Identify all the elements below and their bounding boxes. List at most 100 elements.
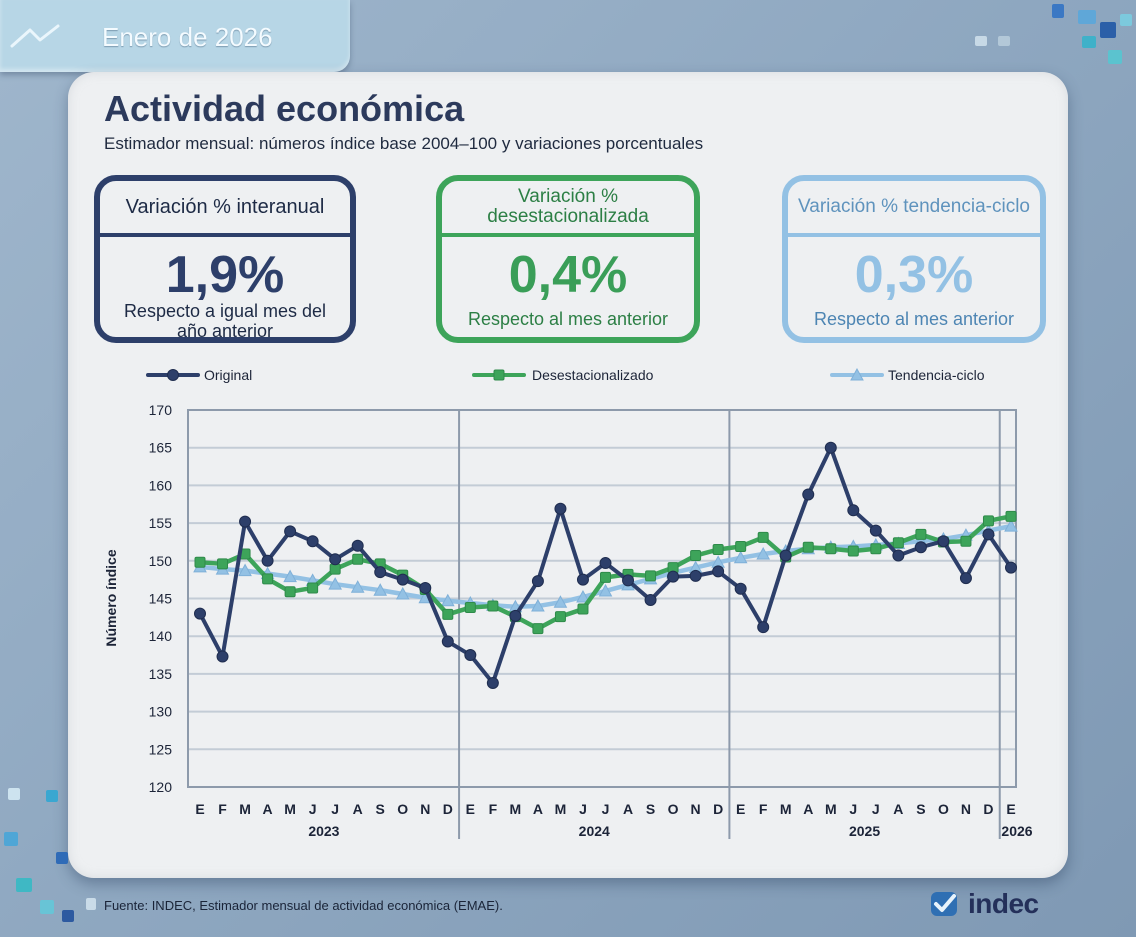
data-point bbox=[440, 593, 455, 607]
decor-square bbox=[40, 900, 54, 914]
year-label: 2025 bbox=[849, 823, 880, 839]
kpi-heading: Variación % interanual bbox=[100, 181, 350, 237]
x-tick-label: E bbox=[1006, 801, 1015, 817]
kpi-value: 0,4% bbox=[508, 246, 628, 304]
data-point bbox=[464, 649, 477, 662]
x-tick-label: M bbox=[555, 801, 567, 817]
x-tick-label: J bbox=[579, 801, 587, 817]
page-subtitle: Estimador mensual: números índice base 2… bbox=[104, 134, 704, 153]
data-point bbox=[712, 565, 725, 578]
data-point bbox=[757, 531, 769, 543]
data-point bbox=[239, 515, 252, 528]
y-tick-label: 165 bbox=[149, 440, 173, 456]
x-tick-label: S bbox=[916, 801, 925, 817]
x-tick-label: M bbox=[284, 801, 296, 817]
data-point bbox=[532, 623, 544, 635]
x-tick-label: F bbox=[489, 801, 498, 817]
data-point bbox=[576, 573, 589, 586]
date-tab: Enero de 2026 bbox=[0, 0, 350, 72]
y-tick-label: 155 bbox=[149, 515, 173, 531]
data-point bbox=[847, 504, 860, 517]
data-point bbox=[419, 581, 432, 594]
decor-square bbox=[1108, 50, 1122, 64]
x-tick-label: E bbox=[195, 801, 204, 817]
kpi-note: Respecto al mes anterior bbox=[813, 309, 1015, 329]
data-point bbox=[509, 609, 522, 622]
kpi-card-desestacionalizada: Variación % desestacionalizada 0,4% Resp… bbox=[436, 175, 700, 343]
data-point bbox=[1004, 519, 1018, 532]
year-label: 2024 bbox=[579, 823, 610, 839]
data-point bbox=[262, 573, 274, 585]
data-point bbox=[577, 603, 589, 615]
data-point bbox=[599, 557, 612, 570]
data-point bbox=[667, 570, 680, 583]
decor-square bbox=[4, 832, 18, 846]
data-point bbox=[328, 577, 343, 590]
legend-label: Desestacionalizado bbox=[532, 367, 654, 383]
x-tick-label: D bbox=[443, 801, 453, 817]
data-point bbox=[373, 583, 388, 596]
y-tick-label: 130 bbox=[149, 704, 173, 720]
x-tick-label: D bbox=[983, 801, 993, 817]
data-point bbox=[733, 550, 748, 564]
year-label: 2026 bbox=[1001, 823, 1032, 839]
x-tick-label: N bbox=[420, 801, 430, 817]
data-point bbox=[847, 545, 859, 557]
data-point bbox=[869, 524, 882, 537]
data-point bbox=[531, 575, 544, 588]
legend-marker bbox=[493, 369, 505, 381]
x-tick-label: F bbox=[759, 801, 768, 817]
x-tick-label: A bbox=[533, 801, 543, 817]
data-point bbox=[622, 574, 635, 587]
x-tick-label: A bbox=[803, 801, 813, 817]
source-note: Fuente: INDEC, Estimador mensual de acti… bbox=[104, 898, 503, 913]
data-point bbox=[351, 539, 364, 552]
y-tick-label: 120 bbox=[149, 779, 173, 795]
data-point bbox=[307, 582, 319, 594]
kpi-card-interanual: Variación % interanual 1,9% Respecto a i… bbox=[94, 175, 356, 343]
data-point bbox=[329, 553, 342, 566]
y-tick-label: 145 bbox=[149, 591, 173, 607]
data-point bbox=[734, 582, 747, 595]
data-point bbox=[600, 571, 611, 583]
kpi-note: Respecto a igual mes del año anterior bbox=[123, 301, 327, 341]
data-point bbox=[870, 543, 882, 555]
y-tick-label: 170 bbox=[149, 402, 173, 418]
kpi-heading: Variación % desestacionalizada bbox=[442, 181, 694, 237]
kpi-note: Respecto al mes anterior bbox=[467, 309, 669, 329]
data-point bbox=[914, 541, 927, 554]
kpi-heading: Variación % tendencia-ciclo bbox=[788, 181, 1040, 237]
data-point bbox=[554, 502, 567, 515]
decor-square bbox=[8, 788, 20, 800]
date-label: Enero de 2026 bbox=[102, 22, 273, 52]
decor-square bbox=[975, 36, 987, 46]
x-tick-label: N bbox=[691, 801, 701, 817]
y-tick-label: 140 bbox=[149, 628, 173, 644]
kpi-value: 1,9% bbox=[165, 246, 285, 304]
y-tick-label: 135 bbox=[149, 666, 173, 682]
data-point bbox=[329, 563, 341, 575]
page-title: Actividad económica bbox=[104, 88, 465, 129]
x-tick-label: S bbox=[376, 801, 385, 817]
legend-marker bbox=[167, 369, 179, 381]
data-point bbox=[350, 580, 365, 593]
x-tick-label: A bbox=[893, 801, 903, 817]
plot-frame bbox=[187, 409, 1017, 788]
data-point bbox=[735, 540, 747, 552]
x-tick-label: J bbox=[602, 801, 610, 817]
logo-text: indec bbox=[968, 888, 1039, 919]
data-point bbox=[553, 595, 568, 608]
decor-square bbox=[1078, 10, 1096, 24]
x-tick-label: F bbox=[218, 801, 227, 817]
decor-square bbox=[56, 852, 68, 864]
data-point bbox=[442, 608, 454, 620]
data-point bbox=[554, 611, 566, 623]
data-point bbox=[486, 676, 499, 689]
x-tick-label: O bbox=[668, 801, 679, 817]
data-point bbox=[982, 515, 994, 527]
data-point bbox=[644, 594, 657, 607]
data-point bbox=[779, 549, 792, 562]
data-point bbox=[824, 441, 837, 454]
decor-square bbox=[1120, 14, 1132, 26]
data-point bbox=[960, 535, 972, 547]
